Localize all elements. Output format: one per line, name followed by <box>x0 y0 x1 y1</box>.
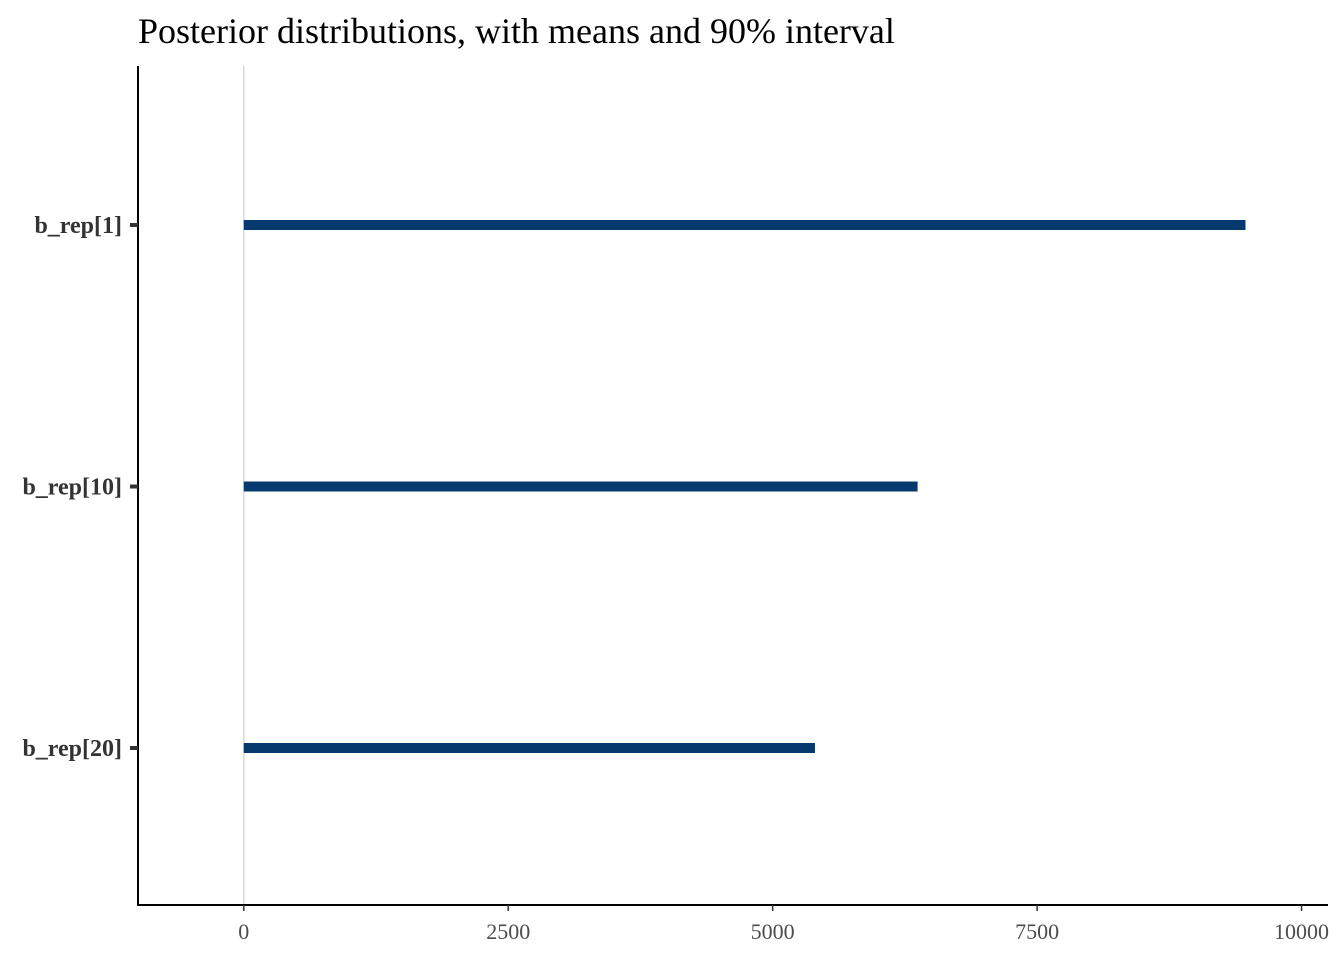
x-tick-label: 10000 <box>1274 919 1329 944</box>
x-tick-label: 0 <box>238 919 249 944</box>
interval-layer <box>243 220 1246 753</box>
x-tick-label: 5000 <box>751 919 795 944</box>
x-tick-label: 2500 <box>486 919 530 944</box>
x-tick-layer: 0 2500 5000 7500 10000 <box>238 905 1329 944</box>
y-tick-label: b_rep[10] <box>22 475 122 501</box>
chart-title: Posterior distributions, with means and … <box>138 11 895 51</box>
x-tick-label: 7500 <box>1015 919 1059 944</box>
y-tick-label: b_rep[20] <box>22 736 122 762</box>
y-tick-layer: b_rep[1] b_rep[10] b_rep[20] <box>22 213 138 762</box>
y-tick-label: b_rep[1] <box>34 213 122 239</box>
